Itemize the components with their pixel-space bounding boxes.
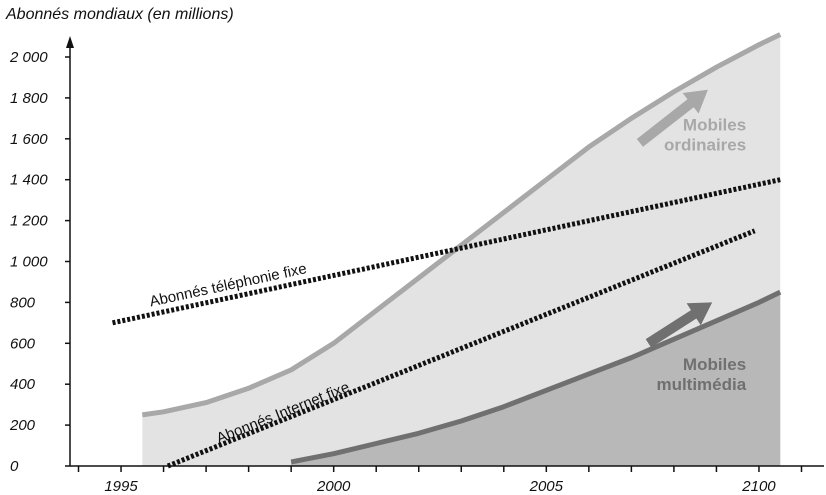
- y-tick-label-0: 0: [10, 458, 19, 475]
- area-label-0-line-1: ordinaires: [664, 136, 746, 155]
- area-fill-1: [291, 292, 781, 466]
- y-tick-label-6: 1 200: [10, 213, 48, 230]
- area-line-0: [141, 32, 782, 418]
- y-axis-title: Abonnés mondiaux (en millions): [6, 6, 234, 23]
- y-tick-label-7: 1 400: [10, 172, 48, 189]
- area-label-0-line-0: Mobiles: [683, 116, 746, 135]
- area-label-1-line-1: multimédia: [656, 375, 746, 394]
- y-axis-arrowhead: [66, 36, 74, 48]
- y-tick-label-2: 400: [10, 376, 36, 393]
- y-tick-label-3: 600: [10, 335, 36, 352]
- dotted-line-2: [112, 177, 781, 326]
- y-tick-label-9: 1 800: [10, 90, 48, 107]
- area-label-1: Mobiles multimédia: [656, 355, 746, 394]
- x-tick-label-1: 2000: [316, 478, 351, 495]
- dotted-line-3: [166, 228, 756, 469]
- area-line-1: [290, 289, 782, 465]
- x-tick-label-3: 2100: [741, 478, 776, 495]
- area-label-1-line-0: Mobiles: [683, 355, 746, 374]
- area-label-0: Mobiles ordinaires: [664, 116, 746, 155]
- trend-arrow-0: [636, 89, 708, 147]
- y-tick-label-4: 800: [10, 294, 36, 311]
- y-tick-label-8: 1 600: [10, 131, 48, 148]
- x-tick-label-0: 1995: [104, 478, 138, 495]
- y-tick-label-1: 200: [9, 417, 36, 434]
- trend-arrow-1: [645, 302, 713, 348]
- x-tick-label-2: 2005: [529, 478, 564, 495]
- y-tick-label-10: 2 000: [9, 49, 48, 66]
- y-tick-label-5: 1 000: [10, 254, 48, 271]
